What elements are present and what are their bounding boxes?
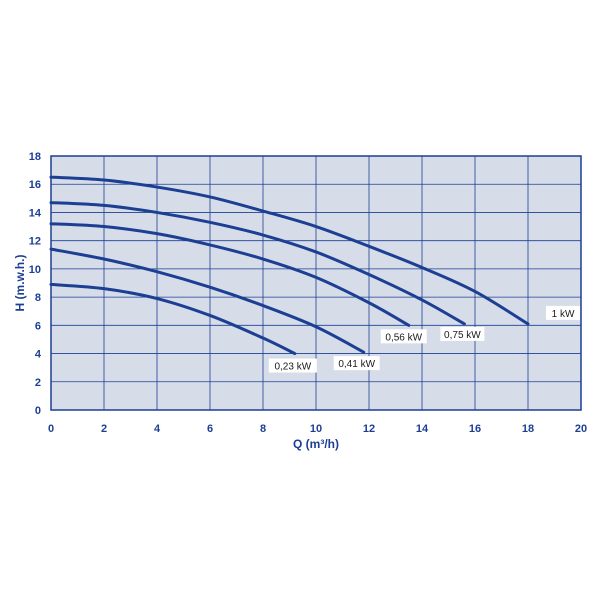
x-tick-label: 10 — [310, 423, 322, 435]
curve-label-box — [380, 329, 427, 344]
y-tick-label: 12 — [29, 236, 41, 248]
x-tick-label: 8 — [260, 423, 266, 435]
curve-labels: 1 kW 0,75 kW 0,56 kW 0,41 kW 0,23 kW — [268, 305, 580, 373]
y-tick-label: 14 — [29, 207, 42, 219]
curve-label-box — [268, 358, 317, 373]
curve-label: 0,41 kW — [338, 359, 375, 370]
curves-group — [49, 175, 530, 356]
y-tick-labels: 0 2 4 6 8 10 12 14 16 18 — [29, 151, 42, 417]
y-tick-label: 2 — [35, 377, 41, 389]
x-tick-label: 6 — [207, 423, 213, 435]
y-tick-label: 8 — [35, 292, 41, 304]
curve-label: 1 kW — [552, 309, 575, 320]
y-tick-label: 10 — [29, 264, 41, 276]
x-tick-label: 20 — [575, 423, 587, 435]
x-tick-labels: 0 2 4 6 8 10 12 14 16 18 20 — [48, 423, 587, 435]
curve-label: 0,23 kW — [274, 362, 311, 373]
y-tick-label: 4 — [35, 349, 42, 361]
curve-label-box — [333, 356, 380, 371]
curve-label-box — [546, 305, 580, 320]
x-tick-label: 12 — [363, 423, 375, 435]
y-tick-label: 18 — [29, 151, 41, 163]
curve-label-box — [440, 326, 485, 341]
y-tick-label: 0 — [35, 405, 41, 417]
curve-4 — [49, 282, 297, 356]
curve-label: 0,75 kW — [444, 330, 481, 341]
x-axis-title: Q (m³/h) — [293, 437, 339, 451]
x-tick-label: 18 — [522, 423, 534, 435]
curve-2 — [49, 222, 411, 327]
x-tick-label: 2 — [101, 423, 107, 435]
x-tick-label: 14 — [416, 423, 429, 435]
x-tick-label: 16 — [469, 423, 481, 435]
y-tick-label: 16 — [29, 179, 41, 191]
curve-3 — [49, 247, 366, 354]
x-tick-label: 4 — [154, 423, 161, 435]
curve-label: 0,56 kW — [385, 332, 422, 343]
curve-1 — [49, 201, 466, 326]
x-tick-label: 0 — [48, 423, 54, 435]
y-axis-title: H (m.w.h.) — [13, 255, 27, 312]
y-tick-label: 6 — [35, 320, 41, 332]
curve-0 — [49, 175, 530, 326]
